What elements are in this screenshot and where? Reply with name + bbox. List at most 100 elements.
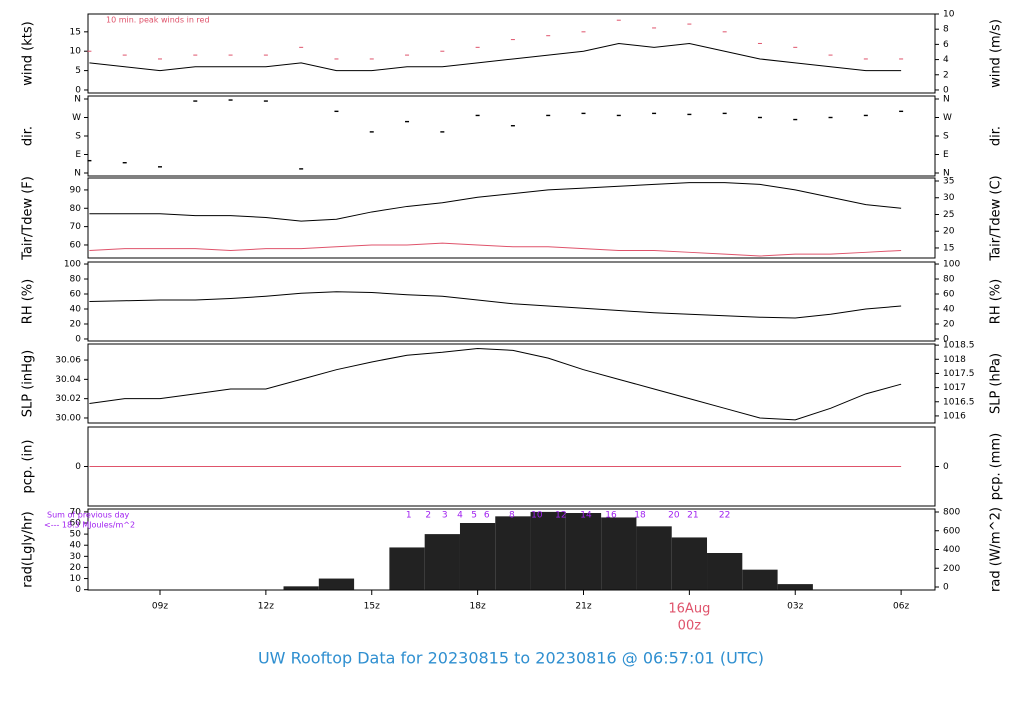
x-tick-label: 18z [470, 602, 486, 612]
dir-point [157, 166, 162, 168]
rad-bar [495, 516, 531, 590]
y2-tick-label: 0 [943, 334, 949, 344]
y-axis-label: Tair/Tdew (F) [21, 176, 36, 261]
y2-tick-label: 1018.5 [943, 341, 975, 351]
dir-point [228, 99, 233, 101]
y-tick-label: 30.02 [55, 394, 81, 404]
y-tick-label: W [72, 113, 81, 123]
hour-label: 10 [531, 511, 543, 521]
dir-point [687, 113, 692, 116]
panel-frame [87, 177, 936, 259]
x-tick-label: 03z [787, 602, 803, 612]
y-tick-label: 30.04 [55, 375, 81, 385]
y-tick-label: 10 [70, 574, 82, 584]
rad-bar [636, 526, 672, 590]
y-tick-label: E [75, 150, 81, 160]
y2-tick-label: 20 [943, 227, 955, 237]
y2-tick-label: 200 [943, 564, 960, 574]
y2-axis-label: wind (m/s) [989, 19, 1004, 88]
y-axis-label: pcp. (in) [21, 440, 36, 494]
series-line [89, 347, 902, 421]
y2-tick-label: W [943, 113, 952, 123]
chart-title: UW Rooftop Data for 20230815 to 20230816… [258, 649, 764, 668]
y2-tick-label: 10 [943, 10, 955, 20]
y-tick-label: 80 [70, 204, 82, 214]
y2-axis-label: pcp. (mm) [989, 433, 1004, 500]
dir-point [722, 112, 727, 115]
hour-label: 16 [605, 511, 617, 521]
y2-tick-label: 80 [943, 275, 955, 285]
y-tick-label: S [75, 132, 81, 142]
y-axis-label: wind (kts) [21, 21, 36, 85]
y-tick-label: 20 [70, 319, 82, 329]
hour-label: 20 [668, 511, 680, 521]
y2-tick-label: 6 [943, 40, 949, 50]
rad-bar [389, 547, 425, 590]
dir-point [863, 114, 868, 117]
y-tick-label: 30.00 [55, 413, 81, 423]
y-tick-label: 0 [75, 334, 81, 344]
y-tick-label: 70 [70, 222, 82, 232]
rad-bar [707, 553, 743, 590]
y2-tick-label: 15 [943, 243, 954, 253]
x-tick-label: 12z [258, 602, 274, 612]
annotation: Sum of previous day [47, 511, 129, 520]
y-tick-label: 50 [70, 530, 82, 540]
y2-tick-label: N [943, 168, 950, 178]
rad-bar [530, 511, 566, 590]
x-tick-label: 09z [152, 602, 168, 612]
hour-label: 5 [471, 511, 477, 521]
hour-label: 21 [687, 511, 698, 521]
dir-point [87, 159, 92, 162]
rad-bar [459, 523, 496, 590]
rad-bar [424, 534, 460, 590]
y2-tick-label: 35 [943, 177, 954, 187]
series-line [89, 182, 902, 222]
rad-bar [283, 586, 319, 590]
y-tick-label: 30.06 [55, 356, 81, 366]
hour-label: 8 [509, 511, 515, 521]
y2-tick-label: 600 [943, 526, 960, 536]
y-tick-label: 10 [70, 47, 82, 57]
y2-axis-label: RH (%) [989, 279, 1004, 324]
dir-point [828, 116, 833, 119]
y-tick-label: 60 [70, 240, 82, 250]
annotation: 10 min. peak winds in red [106, 16, 210, 25]
y-tick-label: N [74, 168, 81, 178]
y2-tick-label: 1016.5 [943, 397, 975, 407]
dir-point [193, 100, 198, 102]
y2-tick-label: 2 [943, 70, 949, 80]
y-tick-label: 15 [70, 27, 81, 37]
y2-tick-label: 40 [943, 304, 955, 314]
y-tick-label: 40 [70, 304, 82, 314]
dir-point [475, 114, 480, 117]
y2-tick-label: 400 [943, 545, 960, 555]
date-label: 16Aug [668, 602, 710, 617]
dir-point [334, 110, 339, 113]
y2-tick-label: 8 [943, 25, 949, 35]
y-tick-label: 0 [75, 585, 81, 595]
panel-frame [87, 261, 936, 342]
y2-tick-label: 1016 [943, 411, 966, 421]
series-line [89, 42, 902, 72]
dir-point [440, 131, 445, 133]
hour-label: 1 [406, 511, 412, 521]
dir-point [757, 116, 762, 119]
hour-label: 4 [457, 511, 463, 521]
dir-point [546, 114, 551, 117]
y2-tick-label: S [943, 132, 949, 142]
rad-bar [565, 513, 602, 590]
y-axis-label: dir. [21, 126, 36, 146]
y-tick-label: 90 [70, 185, 82, 195]
x-tick-label: 06z [893, 602, 909, 612]
dir-point [122, 162, 127, 164]
hour-label: 3 [442, 511, 448, 521]
y2-axis-label: rad (W/m^2) [989, 507, 1004, 592]
x-tick-label: 15z [364, 602, 380, 612]
y2-axis-label: SLP (hPa) [989, 353, 1004, 414]
y2-tick-label: E [943, 150, 949, 160]
y-tick-label: 100 [64, 260, 81, 270]
hour-label: 12 [555, 511, 566, 521]
dir-point [299, 168, 304, 170]
